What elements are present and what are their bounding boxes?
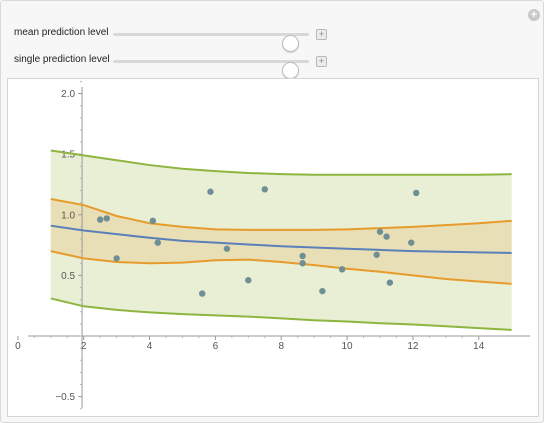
single-prediction-expand-icon[interactable]: +: [316, 56, 327, 67]
x-tick-label: 6: [213, 341, 219, 352]
data-point: [245, 277, 252, 284]
single-prediction-control: single prediction level +: [1, 51, 544, 79]
single-prediction-slider-thumb[interactable]: [281, 62, 299, 79]
y-tick-label: 2.0: [61, 89, 75, 100]
x-tick-label: 2: [81, 341, 87, 352]
x-tick-label: 4: [147, 341, 153, 352]
x-tick-label: 14: [473, 341, 485, 352]
x-tick-label: 0: [15, 341, 21, 352]
data-point: [223, 245, 231, 252]
data-point: [103, 215, 110, 222]
data-point: [319, 287, 326, 295]
data-point: [338, 266, 346, 273]
regression-plot: 0 2 4 6 8 10 12 14 −0.5 0.5 1.0 1.5 2.0: [15, 80, 530, 410]
single-prediction-upper-line: [50, 149, 512, 176]
single-prediction-label: single prediction level: [14, 54, 110, 65]
x-tick-label: 12: [407, 341, 419, 352]
y-tick-label: 1.5: [61, 150, 75, 161]
single-prediction-lower-line: [50, 297, 512, 331]
data-point: [299, 260, 306, 267]
mean-prediction-upper-line: [50, 198, 512, 231]
mean-prediction-slider[interactable]: [113, 33, 309, 52]
data-point: [299, 252, 306, 260]
y-tick-label: 1.0: [61, 210, 75, 221]
single-prediction-slider[interactable]: [113, 60, 309, 79]
data-point: [149, 217, 157, 225]
fit-line: [50, 224, 512, 254]
data-point: [408, 239, 415, 246]
data-point: [376, 228, 384, 235]
x-tick-label: 10: [342, 341, 354, 352]
mean-prediction-lower-line: [50, 250, 512, 285]
plot-area: 0 2 4 6 8 10 12 14 −0.5 0.5 1.0 1.5 2.0: [7, 78, 539, 417]
y-tick-label: −0.5: [55, 392, 75, 403]
data-point: [207, 188, 214, 195]
data-point: [412, 189, 420, 197]
mean-prediction-control: mean prediction level +: [1, 24, 544, 52]
mean-prediction-slider-thumb[interactable]: [281, 35, 299, 52]
mean-prediction-expand-icon[interactable]: +: [316, 29, 327, 40]
data-point: [113, 255, 120, 262]
y-tick-label: 0.5: [61, 271, 75, 282]
data-point: [154, 239, 161, 246]
data-point: [261, 186, 268, 193]
mean-prediction-label: mean prediction level: [14, 27, 109, 38]
options-plus-icon[interactable]: +: [528, 9, 540, 21]
data-point: [96, 216, 104, 223]
x-tick-label: 8: [278, 341, 284, 352]
data-point: [386, 279, 394, 286]
data-point: [373, 251, 380, 258]
data-point: [199, 290, 206, 297]
data-point: [383, 233, 390, 240]
